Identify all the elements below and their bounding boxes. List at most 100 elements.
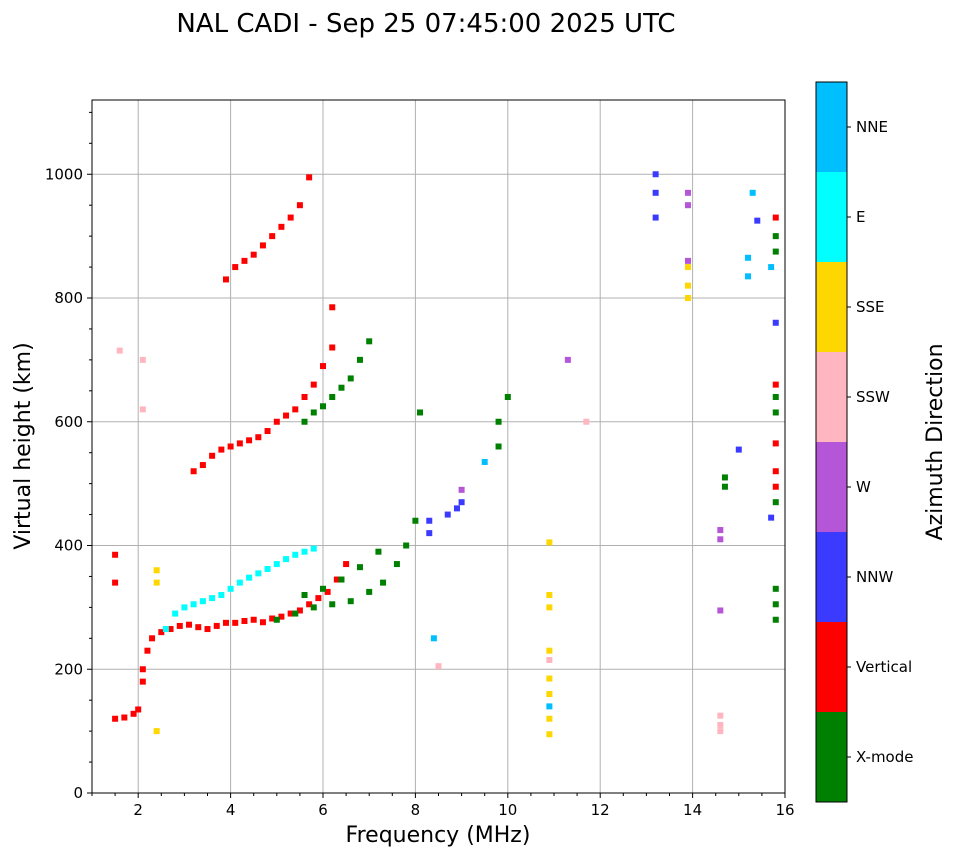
echo-point bbox=[717, 527, 724, 534]
echo-point bbox=[301, 548, 308, 555]
colorbar-tick-label: NNW bbox=[856, 568, 893, 586]
echo-point bbox=[199, 598, 206, 605]
echo-point bbox=[112, 579, 119, 586]
colorbar-frame bbox=[815, 81, 848, 803]
echo-point bbox=[269, 233, 276, 240]
echo-point bbox=[684, 295, 691, 301]
echo-point bbox=[546, 703, 553, 710]
echo-point bbox=[320, 363, 326, 370]
echo-point bbox=[144, 647, 151, 654]
echo-point bbox=[495, 443, 502, 450]
echo-point bbox=[232, 619, 239, 626]
echo-point bbox=[278, 613, 285, 620]
colorbar-tick-label: SSE bbox=[856, 298, 885, 316]
echo-point bbox=[236, 440, 243, 447]
x-tick-label: 8 bbox=[411, 801, 421, 819]
echo-point bbox=[458, 486, 465, 493]
echo-point bbox=[717, 721, 724, 728]
echo-point bbox=[375, 548, 382, 555]
echo-point bbox=[250, 251, 257, 258]
echo-point bbox=[255, 570, 262, 577]
echo-point bbox=[426, 517, 433, 524]
echo-point bbox=[121, 714, 128, 721]
echo-point bbox=[130, 710, 137, 717]
y-axis-label: Virtual height (km) bbox=[11, 342, 36, 549]
echo-point bbox=[772, 233, 779, 240]
echo-point bbox=[745, 254, 752, 261]
echo-point bbox=[139, 406, 146, 413]
echo-point bbox=[135, 706, 142, 713]
echo-point bbox=[283, 556, 290, 563]
y-tick-label: 0 bbox=[73, 784, 83, 802]
echo-point bbox=[116, 347, 123, 354]
echo-point bbox=[176, 622, 183, 629]
echo-point bbox=[112, 551, 119, 558]
echo-point bbox=[190, 468, 197, 475]
echo-point bbox=[181, 604, 188, 611]
echo-point bbox=[301, 394, 308, 400]
echo-point bbox=[310, 545, 317, 552]
echo-point bbox=[684, 264, 691, 271]
x-tick-label: 16 bbox=[775, 801, 794, 819]
echo-point bbox=[232, 264, 239, 271]
echo-point bbox=[338, 384, 345, 391]
echo-point bbox=[772, 585, 779, 592]
echo-point bbox=[772, 601, 779, 608]
echo-point bbox=[259, 242, 266, 249]
colorbar-tick-label: NNE bbox=[856, 118, 888, 136]
y-tick-label: 400 bbox=[54, 537, 83, 555]
echo-point bbox=[772, 616, 779, 623]
x-tick-label: 14 bbox=[683, 801, 702, 819]
colorbar-tick-label: X-mode bbox=[856, 748, 913, 766]
echo-point bbox=[546, 656, 553, 663]
echo-point bbox=[772, 468, 779, 475]
echo-point bbox=[772, 248, 779, 255]
echo-point bbox=[320, 585, 326, 592]
echo-point bbox=[222, 619, 229, 626]
echo-point bbox=[324, 588, 331, 595]
echo-point bbox=[347, 598, 354, 605]
echo-point bbox=[564, 356, 571, 363]
echo-point bbox=[218, 592, 225, 598]
echo-point bbox=[393, 561, 400, 568]
echo-point bbox=[301, 592, 308, 598]
echo-point bbox=[435, 663, 442, 670]
echo-point bbox=[772, 319, 779, 326]
plot-frame bbox=[91, 99, 786, 794]
echo-point bbox=[306, 174, 313, 181]
echo-point bbox=[652, 214, 659, 221]
echo-point bbox=[204, 626, 211, 633]
echo-point bbox=[149, 635, 156, 642]
echo-point bbox=[453, 505, 460, 512]
y-tick-label: 1000 bbox=[45, 165, 83, 183]
echo-point bbox=[329, 601, 336, 608]
echo-point bbox=[222, 276, 229, 283]
x-tick-label: 4 bbox=[226, 801, 236, 819]
echo-point bbox=[772, 440, 779, 447]
echo-point bbox=[227, 443, 234, 450]
colorbar-tick-label: W bbox=[856, 478, 871, 496]
echo-point bbox=[356, 564, 363, 571]
echo-point bbox=[772, 409, 779, 416]
echo-point bbox=[772, 483, 779, 490]
echo-point bbox=[745, 273, 752, 280]
echo-point bbox=[153, 579, 160, 586]
colorbar-segment bbox=[816, 532, 847, 622]
echo-point bbox=[684, 282, 691, 289]
colorbar-tick-label: E bbox=[856, 208, 865, 226]
echo-point bbox=[199, 462, 206, 469]
echo-point bbox=[749, 189, 756, 196]
echo-point bbox=[546, 539, 553, 546]
x-axis-label: Frequency (MHz) bbox=[346, 823, 531, 848]
echo-point bbox=[306, 601, 313, 608]
echo-point bbox=[380, 579, 387, 586]
echo-point bbox=[347, 375, 354, 382]
echo-point bbox=[259, 619, 266, 626]
echo-point bbox=[195, 624, 202, 631]
echo-point bbox=[292, 610, 299, 617]
echo-point bbox=[269, 615, 276, 622]
x-tick-label: 6 bbox=[318, 801, 328, 819]
echo-point bbox=[158, 629, 165, 636]
echo-point bbox=[366, 588, 373, 595]
echo-point bbox=[296, 607, 303, 614]
